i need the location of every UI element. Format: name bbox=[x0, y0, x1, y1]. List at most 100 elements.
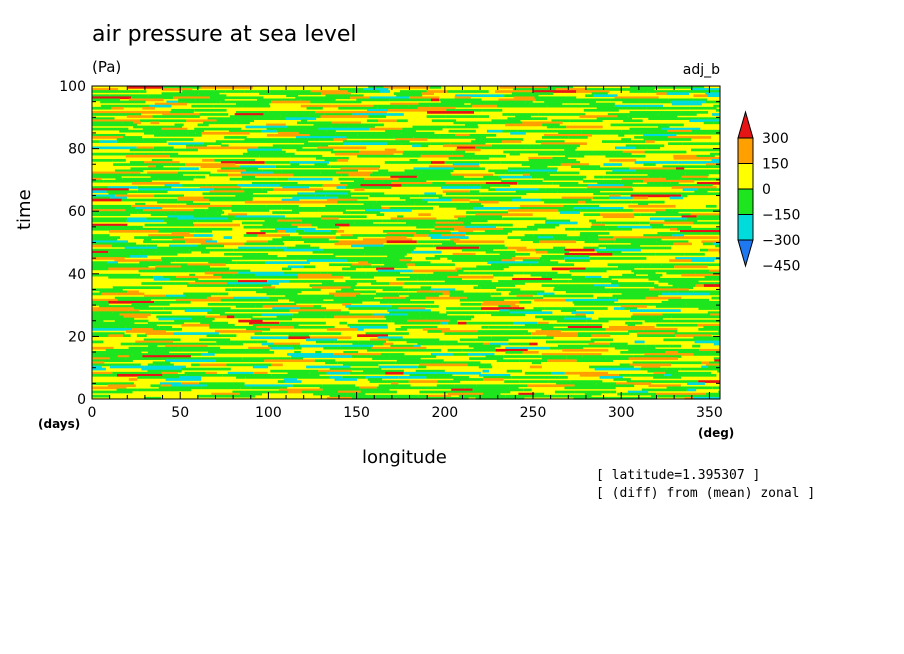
field-cell bbox=[162, 113, 200, 116]
field-cell bbox=[588, 342, 610, 346]
field-cell bbox=[310, 336, 352, 340]
field-cell bbox=[166, 294, 185, 298]
field-cell bbox=[137, 376, 180, 379]
field-cell bbox=[656, 323, 698, 327]
field-cell bbox=[459, 298, 505, 302]
field-cell bbox=[293, 173, 342, 177]
field-cell bbox=[276, 177, 289, 181]
field-cell bbox=[157, 200, 193, 204]
field-cell bbox=[92, 242, 127, 246]
field-cell bbox=[617, 225, 652, 229]
field-cell bbox=[199, 186, 241, 189]
x-axis-ticks: 0 50 100 150 200 250 300 350 bbox=[88, 86, 723, 421]
field-cell bbox=[202, 192, 253, 196]
field-cell bbox=[347, 192, 385, 196]
field-cell bbox=[408, 325, 438, 329]
field-cell bbox=[226, 363, 272, 367]
field-cell bbox=[317, 146, 367, 150]
field-cell bbox=[161, 227, 183, 231]
field-cell bbox=[614, 346, 656, 350]
field-cell bbox=[126, 242, 137, 246]
field-cell bbox=[438, 196, 483, 200]
field-cell bbox=[586, 188, 633, 191]
field-cell bbox=[594, 367, 641, 371]
field-cell bbox=[469, 133, 497, 137]
field-cell bbox=[123, 136, 143, 139]
field-cell bbox=[169, 154, 222, 158]
field-cell bbox=[381, 207, 390, 210]
field-cell bbox=[367, 261, 383, 264]
field-cell bbox=[322, 384, 356, 388]
field-cell bbox=[547, 359, 577, 363]
field-cell bbox=[187, 296, 207, 300]
colorbar-segment bbox=[737, 188, 754, 215]
field-cell bbox=[597, 167, 630, 171]
field-cell bbox=[205, 240, 217, 244]
field-cell bbox=[213, 273, 234, 277]
field-cell bbox=[268, 344, 278, 348]
field-cell bbox=[531, 336, 554, 340]
field-cell bbox=[444, 332, 458, 335]
field-cell bbox=[645, 296, 682, 300]
field-cell bbox=[245, 169, 263, 173]
field-cell bbox=[106, 190, 138, 194]
field-cell bbox=[320, 144, 329, 148]
field-cell bbox=[122, 334, 131, 337]
field-cell bbox=[244, 390, 266, 394]
field-cell bbox=[713, 357, 720, 360]
field-cell bbox=[584, 133, 592, 137]
field-cell bbox=[618, 284, 659, 287]
field-cell bbox=[712, 307, 720, 310]
field-cell bbox=[351, 244, 384, 248]
field-cell bbox=[92, 255, 130, 258]
field-cell bbox=[237, 184, 280, 187]
field-cell bbox=[227, 371, 254, 375]
field-cell bbox=[309, 371, 327, 375]
field-cell bbox=[705, 363, 720, 367]
field-cell bbox=[161, 88, 193, 91]
field-cell bbox=[613, 131, 635, 135]
field-cell bbox=[432, 282, 479, 285]
field-cell bbox=[701, 361, 709, 365]
field-cell bbox=[621, 129, 631, 133]
field-cell bbox=[195, 357, 243, 360]
field-cell bbox=[298, 275, 344, 279]
field-cell bbox=[564, 259, 590, 262]
field-cell bbox=[197, 123, 209, 127]
field-cell bbox=[154, 348, 183, 352]
field-cell bbox=[610, 390, 617, 394]
field-cell bbox=[453, 121, 486, 125]
field-cell bbox=[128, 378, 138, 381]
x-tick-label: 200 bbox=[431, 405, 458, 421]
field-cell bbox=[434, 255, 465, 258]
field-cell bbox=[187, 263, 226, 267]
field-cell bbox=[425, 257, 441, 260]
field-cell bbox=[696, 154, 715, 158]
field-cell bbox=[625, 321, 643, 325]
field-cell bbox=[311, 223, 335, 227]
field-cell bbox=[262, 188, 274, 191]
field-cell bbox=[391, 181, 433, 185]
field-cell bbox=[115, 265, 133, 269]
field-cell bbox=[408, 348, 442, 352]
field-cell bbox=[677, 192, 720, 196]
field-cell bbox=[224, 252, 269, 256]
field-cell bbox=[363, 246, 416, 250]
field-cell bbox=[711, 159, 720, 162]
field-cell bbox=[454, 215, 466, 219]
field-cell bbox=[452, 353, 468, 356]
field-cell bbox=[252, 323, 299, 327]
field-cell bbox=[309, 284, 356, 287]
field-cell bbox=[495, 390, 511, 394]
field-cell bbox=[230, 257, 260, 260]
field-cell bbox=[546, 334, 578, 337]
field-cell bbox=[92, 207, 136, 210]
field-cell bbox=[576, 286, 605, 290]
field-cell bbox=[158, 177, 180, 181]
field-cell bbox=[564, 248, 595, 252]
field-cell bbox=[92, 373, 117, 377]
x-tick-label: 300 bbox=[608, 405, 635, 421]
field-cell bbox=[500, 161, 544, 164]
field-cell bbox=[645, 140, 655, 143]
field-cell bbox=[278, 388, 323, 392]
